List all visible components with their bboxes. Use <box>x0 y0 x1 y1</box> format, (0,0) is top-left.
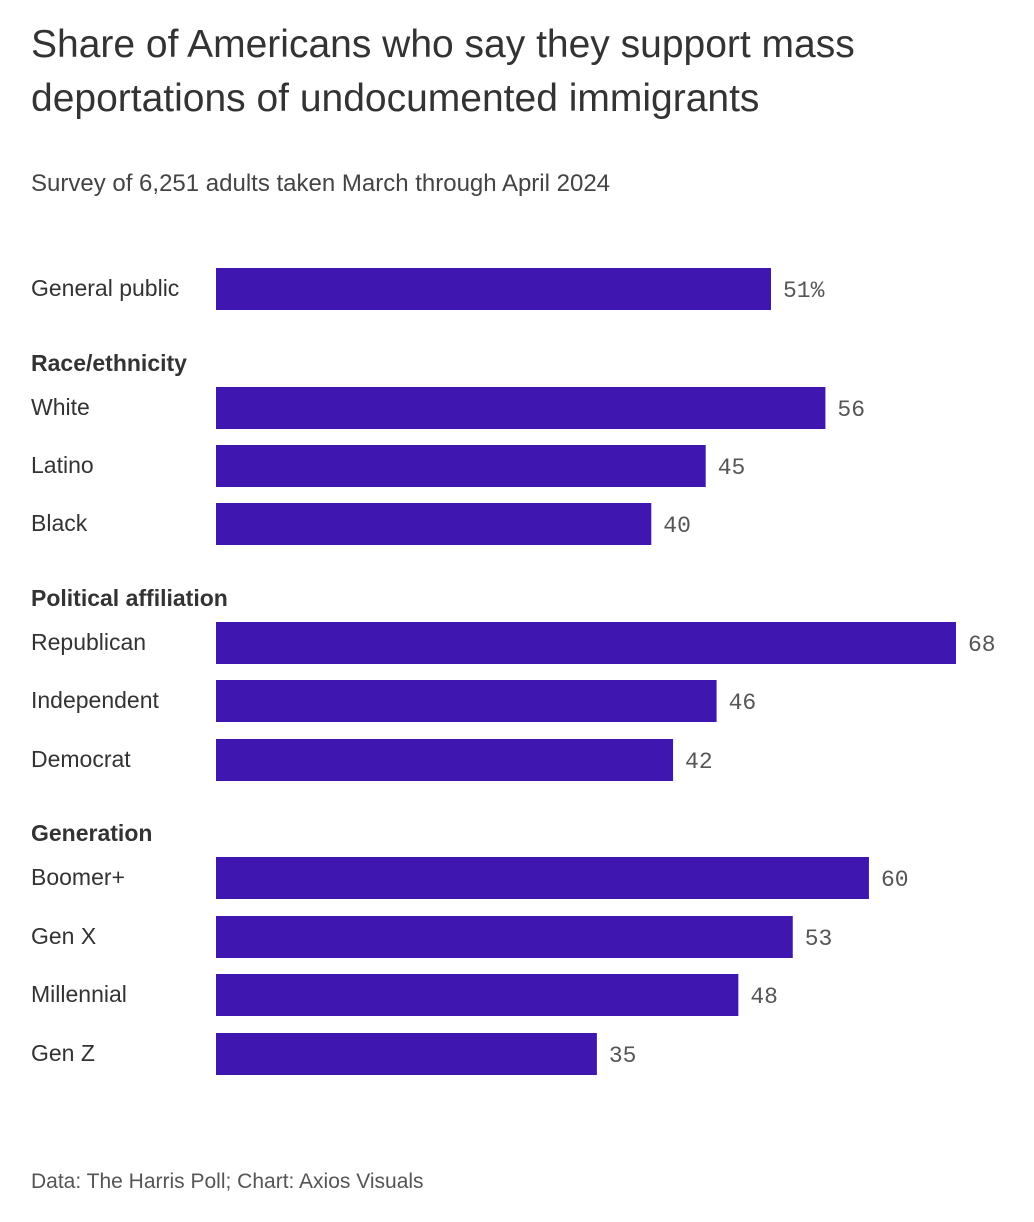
category-label: Republican <box>31 629 146 655</box>
bar <box>216 1033 597 1075</box>
group-label: Generation <box>31 820 152 846</box>
group-label: Political affiliation <box>31 585 228 611</box>
bar <box>216 974 739 1016</box>
bar <box>216 857 869 899</box>
bar <box>216 916 793 958</box>
category-label: Independent <box>31 687 160 713</box>
bar <box>216 739 674 781</box>
bar <box>216 503 652 545</box>
value-label: 48 <box>750 984 778 1010</box>
value-label: 45 <box>718 455 746 481</box>
value-label: 46 <box>729 690 757 716</box>
category-label: Gen Z <box>31 1040 95 1066</box>
bar <box>216 268 771 310</box>
group-label: Race/ethnicity <box>31 350 187 376</box>
category-label: Gen X <box>31 923 96 949</box>
category-label: White <box>31 394 90 420</box>
bar <box>216 445 706 487</box>
bar <box>216 680 717 722</box>
value-label: 40 <box>663 513 691 539</box>
category-label: Black <box>31 510 88 536</box>
category-label: General public <box>31 275 179 301</box>
value-label: 56 <box>837 397 865 423</box>
value-label: 60 <box>881 867 909 893</box>
bar <box>216 622 956 664</box>
value-label: 42 <box>685 749 713 775</box>
category-label: Democrat <box>31 746 131 772</box>
value-label: 51% <box>783 278 825 304</box>
category-label: Boomer+ <box>31 864 125 890</box>
category-label: Millennial <box>31 981 127 1007</box>
chart-source: Data: The Harris Poll; Chart: Axios Visu… <box>31 1170 424 1193</box>
category-label: Latino <box>31 452 94 478</box>
value-label: 35 <box>609 1043 637 1069</box>
bar <box>216 387 826 429</box>
chart-title: Share of Americans who say they support … <box>31 23 855 120</box>
value-label: 53 <box>805 926 833 952</box>
value-label: 68 <box>968 632 996 658</box>
chart-subtitle: Survey of 6,251 adults taken March throu… <box>31 170 611 197</box>
